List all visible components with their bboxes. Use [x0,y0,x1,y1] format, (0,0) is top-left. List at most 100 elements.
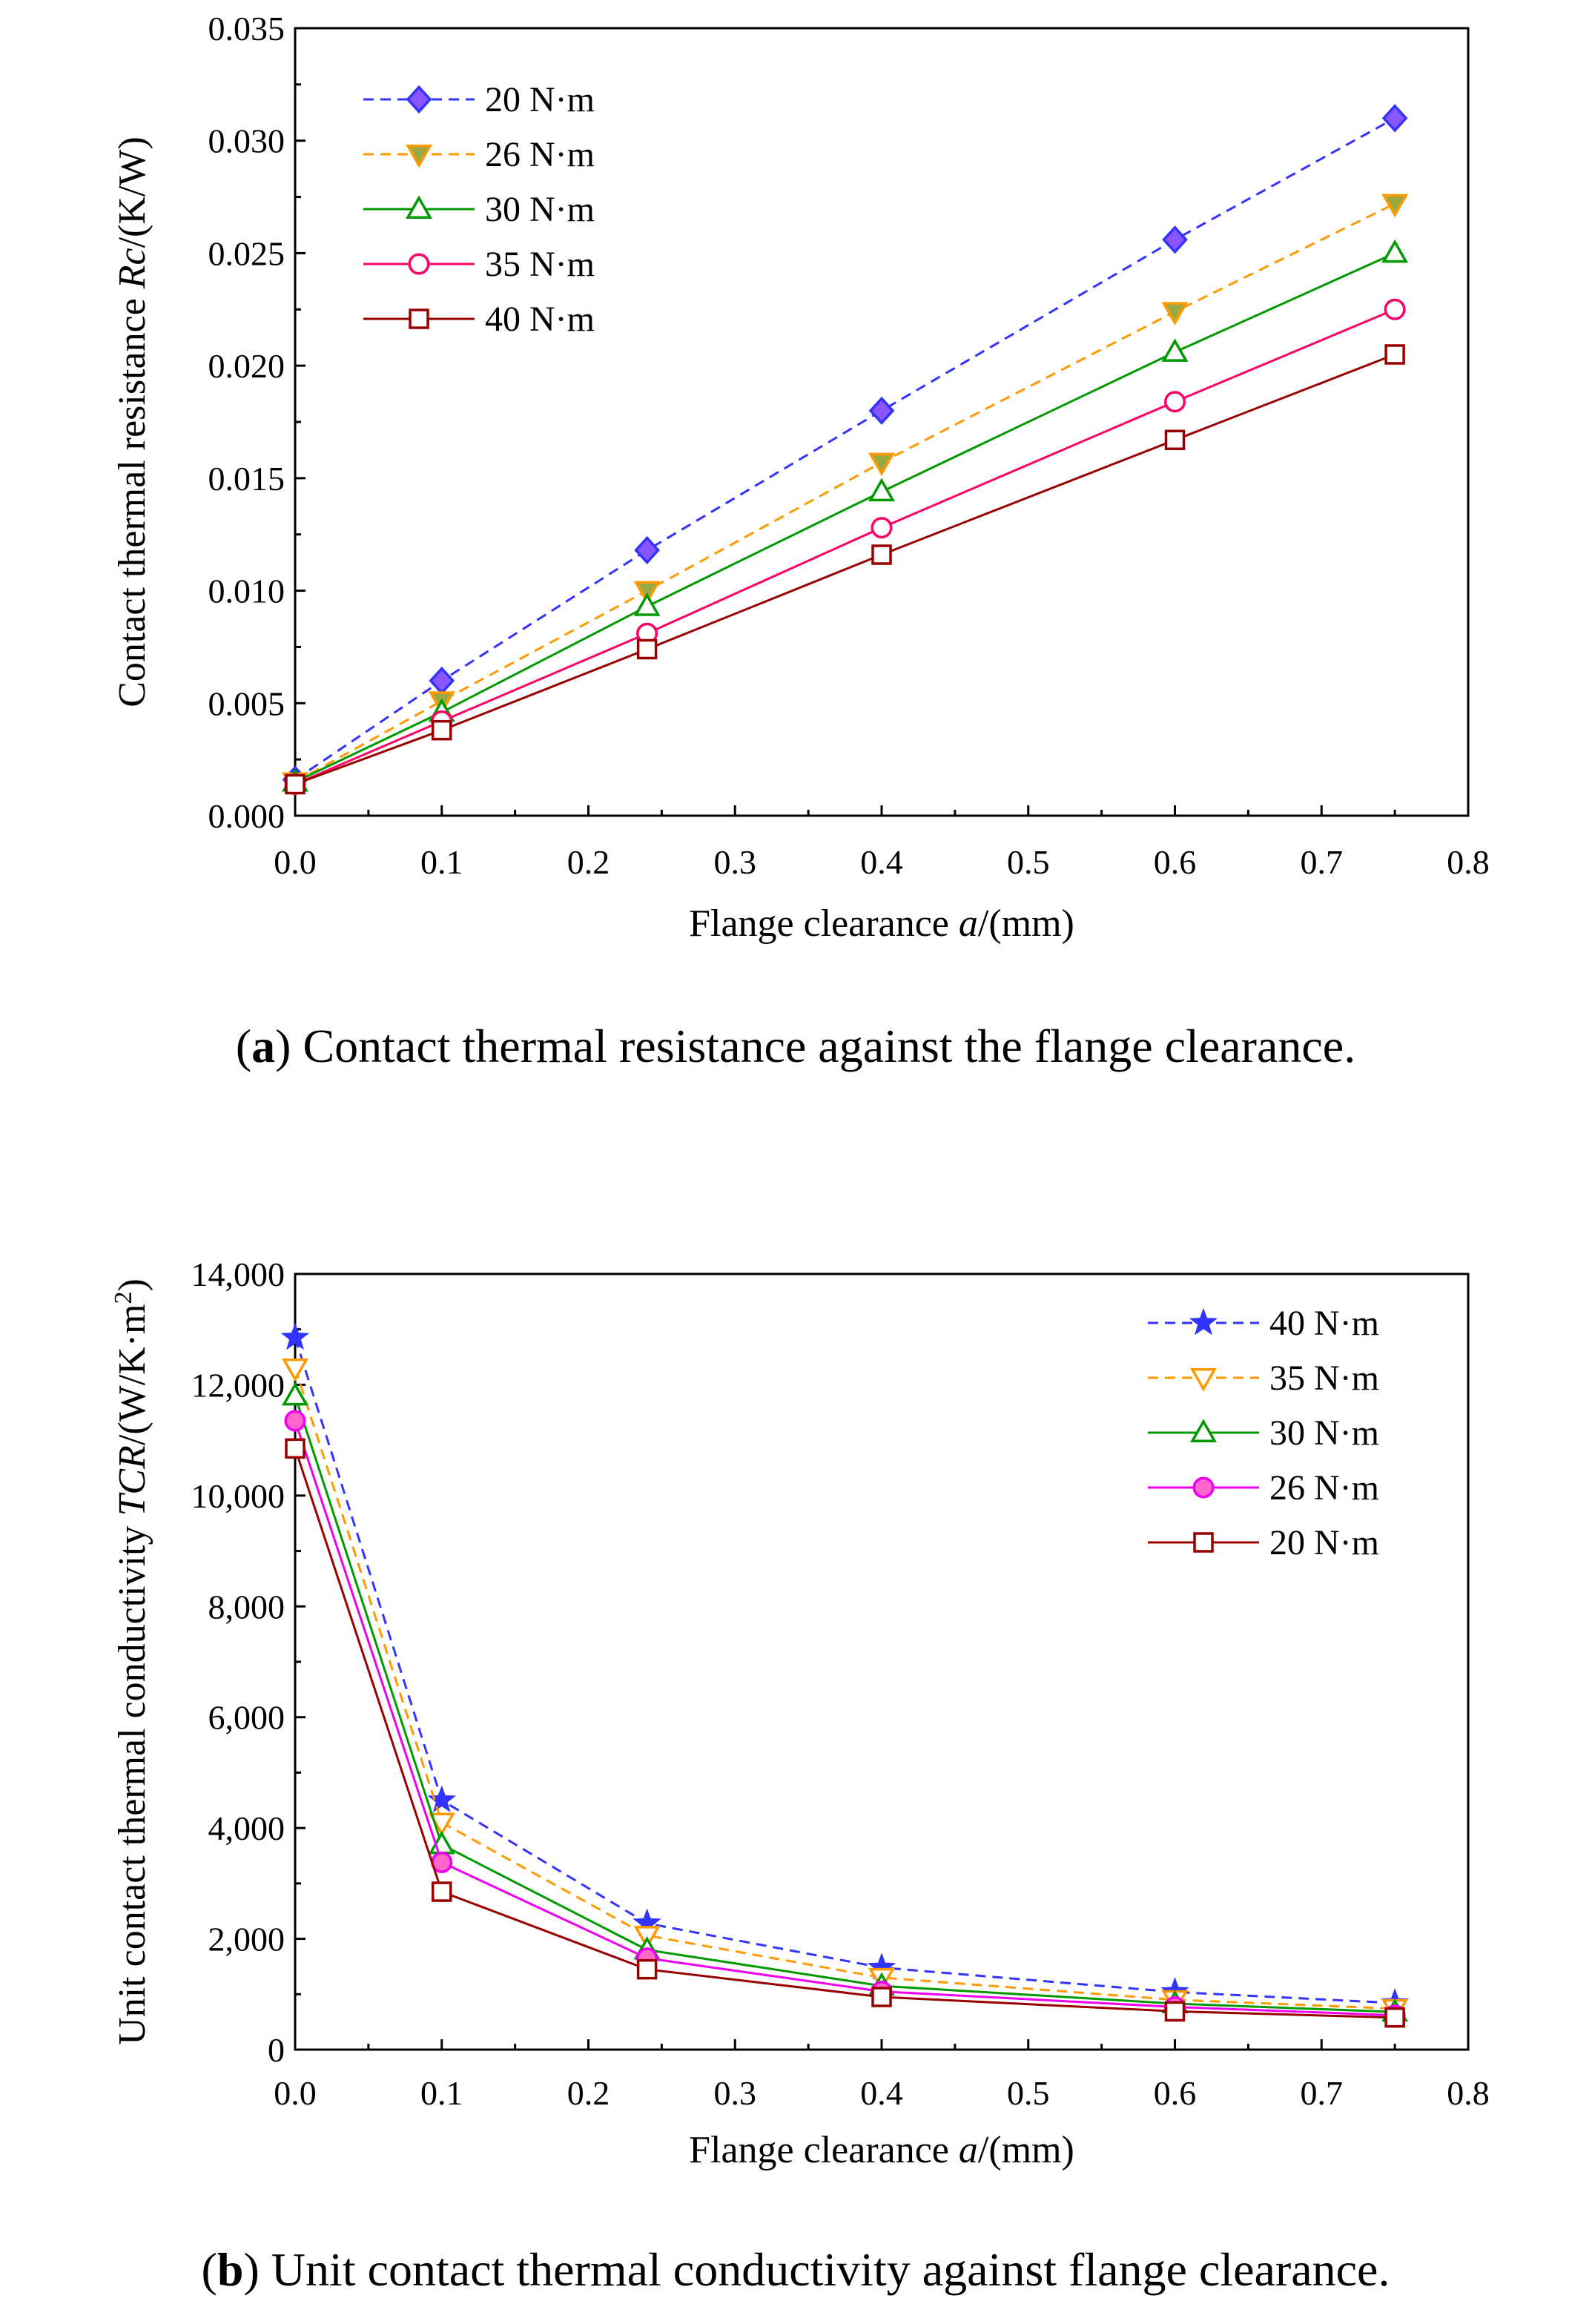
y-axis-title-text: Contact thermal resistance [111,288,153,707]
data-point [429,666,455,696]
x-tick-label: 0.2 [567,2074,610,2112]
data-point [1384,2007,1405,2028]
legend-label: 26 N·m [485,135,595,174]
y-axis-title-variable: TCR [111,1445,153,1516]
data-point [432,719,452,741]
data-point [868,396,895,425]
legend-label: 26 N·m [1269,1468,1379,1508]
y-tick-label: 4,000 [208,1809,285,1847]
data-point [868,452,896,477]
series-line [294,1447,1396,2019]
y-axis-title-unit: /(W/K·m [111,1304,153,1445]
series-26-nm [284,1410,1406,2027]
y-tick-label: 0.000 [208,797,285,835]
series-26-nm [281,194,1409,796]
x-tick-label: 0.4 [860,843,903,881]
y-tick-label: 10,000 [191,1477,285,1515]
y-tick-label: 0.005 [208,684,285,722]
data-point [284,1410,306,1432]
legend-entry: 20 N·m [363,80,595,119]
data-point [636,1958,658,1980]
data-point [280,1322,310,1350]
series-line [294,1395,1396,2013]
data-point [1161,338,1189,362]
legend-label: 30 N·m [1269,1413,1379,1453]
series-line [294,308,1396,785]
caption-label: a [251,1020,275,1072]
x-tick-label: 0.7 [1301,843,1344,881]
legend-entry: 40 N·m [1148,1304,1379,1343]
y-tick-label: 0.030 [208,122,285,160]
data-point [285,1438,305,1459]
data-point [871,517,893,539]
legend-marker [1189,1368,1218,1392]
x-tick-label: 0.7 [1301,2074,1344,2112]
legend-marker [408,253,430,275]
legend-entry: 40 N·m [363,300,595,339]
data-point [1164,429,1186,451]
legend-entry: 35 N·m [363,245,595,284]
y-tick-label: 0 [268,2031,285,2069]
x-tick-label: 0.3 [714,843,757,881]
data-point [1381,239,1409,263]
y-axis-title-unit: /(K/W) [111,136,153,248]
series-line [294,252,1396,783]
data-point [285,773,305,795]
data-point [1161,302,1189,326]
data-point [281,1359,309,1382]
legend-label: 40 N·m [1269,1304,1379,1343]
legend-entry: 26 N·m [1148,1468,1379,1508]
data-point [871,1987,892,2007]
series-35-nm [281,1359,1409,2023]
legend-label: 40 N·m [485,300,595,339]
data-point [1384,298,1406,320]
data-point [633,592,661,616]
series-40-nm [280,1322,1410,2016]
legend-label: 20 N·m [1269,1523,1379,1562]
x-tick-label: 0.4 [860,2074,903,2112]
y-tick-label: 2,000 [208,1921,285,1958]
x-axis-title-unit: /(mm) [978,902,1074,945]
x-tick-label: 0.5 [1007,2074,1050,2112]
y-tick-label: 6,000 [208,1699,285,1737]
x-axis-title: Flange clearance a/(mm) [689,902,1074,945]
x-axis-title-text: Flange clearance [689,2129,959,2171]
y-axis-title-variable: Rc [111,248,153,289]
chart-panel-b: 0.0 0.1 0.2 0.3 0.4 0.5 0.6 0.7 0.8 0 2,000 4,000 6,… [110,1255,1490,2296]
data-point [1164,2001,1186,2022]
data-point [1384,344,1405,365]
legend-entry: 30 N·m [363,190,595,229]
series-line [294,1367,1396,2010]
legend-label: 35 N·m [1269,1359,1379,1398]
x-tick-label: 0.8 [1447,2074,1490,2112]
legend-marker [405,145,433,168]
y-tick-label: 14,000 [191,1255,285,1293]
legend-label: 35 N·m [485,245,595,284]
data-point [633,581,661,605]
y-tick-label: 0.015 [208,460,285,498]
data-point [432,1881,452,1902]
legend-marker [406,85,432,114]
legend-marker [1189,1419,1218,1442]
chart-panel-a: 0.0 0.1 0.2 0.3 0.4 0.5 0.6 0.7 0.8 0.000 0.005 0.0… [111,10,1490,1072]
y-axis-title-text: Unit contact thermal conductivity [111,1516,153,2044]
x-tick-label: 0.6 [1154,843,1197,881]
legend-marker [1193,1532,1214,1553]
series-line [294,1420,1396,2017]
data-point [636,638,658,660]
data-point [427,1785,456,1813]
y-tick-label: 8,000 [208,1588,285,1625]
caption-open-paren: ( [236,1020,251,1072]
legend-marker [1192,1476,1215,1499]
data-point [1162,225,1188,254]
series-40-nm [285,344,1405,795]
data-point [1381,194,1409,218]
data-point [871,544,892,565]
x-axis-title-text: Flange clearance [689,902,959,945]
series-line [294,353,1396,785]
y-tick-label: 0.035 [208,10,285,47]
x-tick-label: 0.3 [714,2074,757,2112]
series-20-nm [282,104,1408,794]
caption-text: Contact thermal resistance against the f… [303,1020,1355,1072]
